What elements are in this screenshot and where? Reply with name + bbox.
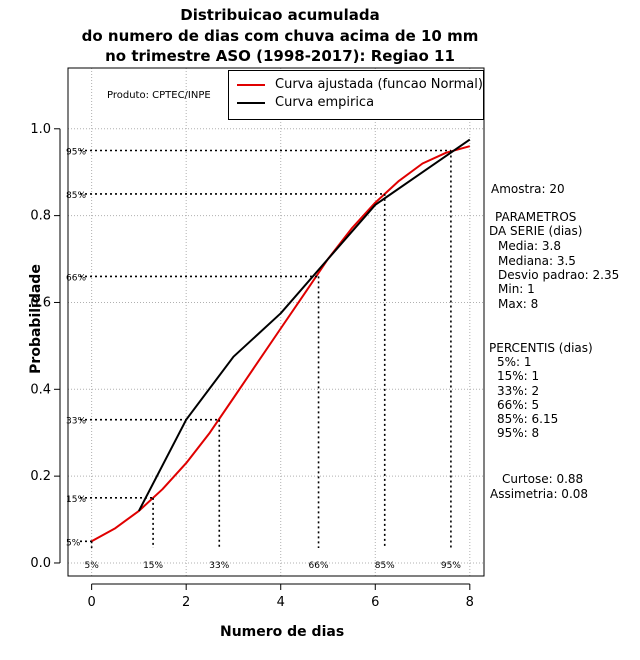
stat-desvio: Desvio padrao: 2.35	[498, 268, 620, 282]
chart-title-line2: do numero de dias com chuva acima de 10 …	[81, 27, 479, 45]
stat-p85: 85%: 6.15	[497, 412, 559, 426]
percentile-label-x: 33%	[209, 561, 229, 571]
y-tick-label: 0.6	[30, 295, 51, 310]
y-tick-label: 0.2	[30, 469, 51, 484]
stat-p15: 15%: 1	[497, 369, 540, 383]
x-tick-label: 6	[371, 595, 379, 610]
x-axis-label: Numero de dias	[220, 624, 345, 640]
stat-amostra: Amostra: 20	[491, 182, 565, 196]
plot-frame	[67, 67, 485, 577]
legend-label-empirical: Curva empirica	[275, 95, 375, 110]
legend-label-fitted: Curva ajustada (funcao Normal)	[275, 77, 483, 92]
chart-title-line1: Distribuicao acumulada	[180, 6, 380, 24]
y-tick-label: 1.0	[30, 122, 51, 137]
percentile-label-y: 66%	[66, 273, 86, 283]
stat-p95: 95%: 8	[497, 426, 540, 440]
percentile-label-x: 5%	[84, 561, 99, 571]
x-tick-label: 8	[466, 595, 474, 610]
y-axis-label: Probabilidade	[28, 264, 44, 374]
series-line	[91, 145, 471, 543]
x-tick-label: 0	[87, 595, 95, 610]
stat-curtose: Curtose: 0.88	[502, 472, 584, 486]
stat-p5: 5%: 1	[497, 355, 532, 369]
series-layer	[91, 138, 471, 543]
percentile-label-x: 85%	[375, 561, 395, 571]
stat-mediana: Mediana: 3.5	[498, 254, 576, 268]
y-tick-label: 0.8	[30, 209, 51, 224]
percentile-label-x: 15%	[143, 561, 163, 571]
series-line	[138, 138, 471, 512]
percentile-label-y: 33%	[66, 417, 86, 427]
stat-min: Min: 1	[498, 282, 535, 296]
percentile-label-x: 95%	[441, 561, 461, 571]
stat-p66: 66%: 5	[497, 398, 540, 412]
stat-parametros-title1: PARAMETROS	[495, 210, 577, 224]
stat-max: Max: 8	[498, 297, 539, 311]
legend-swatch-fitted	[237, 83, 265, 86]
stat-assimetria: Assimetria: 0.08	[490, 487, 589, 501]
legend-item-fitted: Curva ajustada (funcao Normal)	[237, 77, 483, 95]
percentile-label-y: 5%	[66, 538, 81, 548]
axis-layer: 0 2 4 6 8 0.0 0.2 0.4 0.6 0.8 1.0	[30, 122, 474, 610]
produto-label: Produto: CPTEC/INPE	[107, 90, 211, 101]
stat-parametros-title2: DA SERIE (dias)	[489, 224, 583, 238]
stat-media: Media: 3.8	[498, 239, 561, 253]
x-tick-label: 2	[182, 595, 190, 610]
percentile-label-y: 85%	[66, 191, 86, 201]
chart-title-line3: no trimestre ASO (1998-2017): Regiao 11	[105, 47, 455, 65]
legend: Curva ajustada (funcao Normal) Curva emp…	[228, 70, 484, 120]
legend-item-empirical: Curva empirica	[237, 95, 374, 113]
legend-swatch-empirical	[237, 101, 265, 104]
percentile-label-y: 15%	[66, 495, 86, 505]
percentile-label-y: 95%	[66, 147, 86, 157]
percentile-label-x: 66%	[309, 561, 329, 571]
y-tick-label: 0.0	[30, 556, 51, 571]
stat-p33: 33%: 2	[497, 384, 540, 398]
percentile-layer: 5% 5% 15% 15% 33% 33% 66% 66% 85% 85% 95% 95%	[66, 147, 461, 571]
x-tick-label: 4	[277, 595, 285, 610]
y-tick-label: 0.4	[30, 382, 51, 397]
grid-layer	[68, 68, 484, 576]
stat-percentis-title: PERCENTIS (dias)	[489, 341, 593, 355]
